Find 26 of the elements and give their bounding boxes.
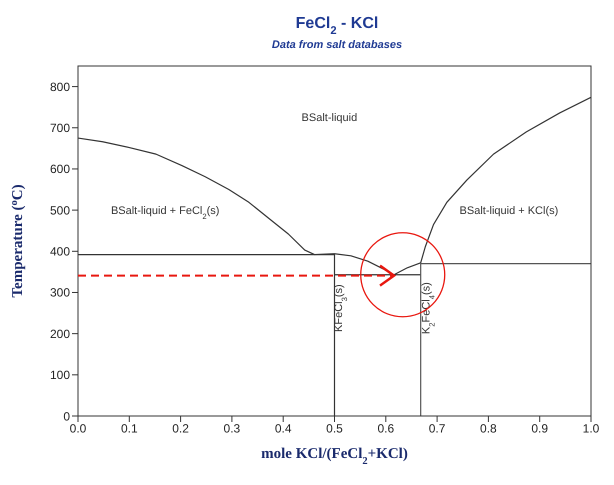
y-tick-label: 800 <box>50 80 70 94</box>
x-tick-label: 0.0 <box>70 422 87 436</box>
annotation: BSalt-liquid <box>302 112 358 124</box>
chart-title: FeCl$_{2}$ - KCl <box>296 15 378 37</box>
x-tick-label: 0.7 <box>428 422 446 436</box>
x-tick-label: 0.4 <box>274 422 292 436</box>
x-tick-label: 0.9 <box>531 422 548 436</box>
x-tick-label: 0.5 <box>326 422 344 436</box>
y-tick-label: 200 <box>50 326 70 341</box>
y-tick-label: 400 <box>50 244 70 259</box>
annotation: BSalt-liquid + FeCl$_{2}$(s) <box>110 204 220 220</box>
y-tick-label: 600 <box>50 162 70 176</box>
annotation: BSalt-liquid + KCl(s) <box>460 204 558 217</box>
x-axis-title: mole KCl/(FeCl$_{2}$+KCl) <box>261 446 408 466</box>
y-tick-label: 700 <box>50 121 70 136</box>
y-tick-label: 500 <box>50 203 70 218</box>
chart-subtitle: Data from salt databases <box>272 39 402 51</box>
x-tick-label: 0.2 <box>172 422 190 436</box>
x-tick-label: 0.3 <box>224 422 241 436</box>
x-tick-label: 0.1 <box>120 422 138 436</box>
y-tick-label: 300 <box>50 286 70 300</box>
x-tick-label: 1.0 <box>582 422 600 436</box>
y-tick-label: 100 <box>50 368 70 382</box>
x-tick-label: 0.8 <box>480 422 498 436</box>
x-tick-label: 0.6 <box>377 422 394 436</box>
y-tick-label: 0 <box>63 409 70 424</box>
